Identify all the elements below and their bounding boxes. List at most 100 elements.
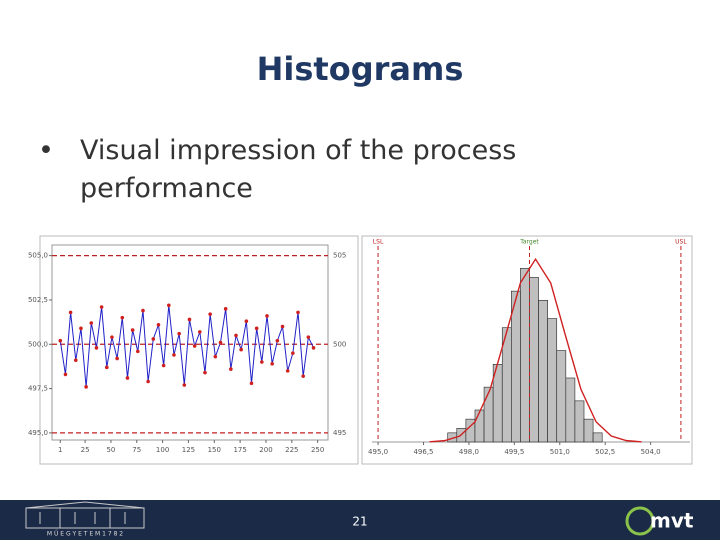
x-tick-label: 75 — [132, 446, 141, 454]
spec-label: USL — [675, 239, 687, 246]
university-logo — [25, 501, 145, 529]
point — [167, 303, 171, 308]
point — [192, 344, 197, 348]
x-tick-label: 498,0 — [459, 448, 479, 456]
point — [151, 337, 156, 341]
fit-curve — [429, 257, 642, 443]
point — [146, 379, 150, 384]
point — [306, 335, 311, 339]
point — [260, 360, 264, 364]
bar — [520, 267, 530, 443]
bar — [565, 377, 576, 443]
point — [223, 307, 228, 311]
x-tick-label: 150 — [208, 446, 221, 454]
series-line — [59, 305, 314, 387]
x-tick-label: 499,5 — [504, 448, 524, 456]
point — [244, 319, 249, 324]
y-tick-label: 497,5 — [28, 385, 48, 393]
page-number: 21 — [352, 515, 367, 529]
x-tick-label: 175 — [233, 446, 246, 454]
point — [249, 381, 254, 386]
point — [280, 324, 285, 329]
point — [270, 361, 274, 366]
point — [265, 314, 269, 318]
bar — [529, 277, 539, 443]
y2-tick-label: 500 — [333, 340, 346, 348]
point — [218, 340, 223, 345]
y-tick-label: 505,0 — [28, 252, 48, 260]
point — [239, 347, 243, 352]
point — [89, 321, 94, 325]
point — [110, 335, 114, 339]
point — [229, 367, 233, 371]
bullet-dot: • — [38, 135, 54, 166]
bar — [511, 290, 521, 443]
point — [203, 370, 207, 375]
slide-title: Histograms — [256, 50, 464, 88]
point — [213, 354, 218, 359]
point — [208, 312, 212, 316]
point — [63, 372, 68, 377]
point — [311, 346, 316, 350]
point — [58, 338, 63, 343]
point — [161, 363, 166, 368]
point — [84, 385, 88, 389]
spec-label: Target — [519, 239, 539, 246]
y2-tick-label: 495 — [333, 429, 346, 437]
point — [172, 353, 176, 357]
x-tick-label: 125 — [182, 446, 195, 454]
point — [254, 326, 259, 331]
point — [234, 333, 238, 338]
y-tick-label: 500,0 — [28, 340, 48, 348]
x-tick-label: 25 — [81, 446, 90, 454]
point — [156, 322, 161, 327]
point — [296, 310, 300, 315]
bullet-text: Visual impression of the process perform… — [80, 135, 517, 204]
x-tick-label: 496,5 — [413, 448, 433, 456]
plot-area — [51, 244, 329, 441]
point — [99, 305, 104, 309]
y-tick-label: 495,0 — [28, 429, 48, 437]
point — [115, 356, 119, 361]
spec-label: LSL — [373, 239, 384, 246]
point — [104, 365, 109, 370]
mvt-logo-ring — [625, 506, 655, 536]
footer-left-text: M Ű E G Y E T E M 1 7 8 2 — [47, 531, 123, 538]
point — [182, 383, 187, 387]
y2-tick-label: 505 — [333, 252, 346, 260]
point — [301, 374, 305, 378]
x-tick-label: 200 — [259, 446, 272, 454]
x-tick-label: 50 — [106, 446, 115, 454]
x-tick-label: 250 — [311, 446, 324, 454]
x-tick-label: 502,5 — [595, 448, 615, 456]
bar — [538, 299, 548, 443]
bar — [592, 432, 603, 443]
point — [94, 346, 99, 350]
point — [177, 331, 181, 336]
point — [187, 317, 192, 322]
point — [141, 308, 145, 313]
bar — [583, 418, 594, 443]
x-tick-label: 1 — [58, 446, 62, 454]
point — [291, 351, 295, 355]
point — [120, 315, 125, 320]
point — [125, 376, 130, 380]
bar — [574, 400, 585, 443]
left-chart-frame — [39, 235, 359, 465]
x-tick-label: 495,0 — [368, 448, 388, 456]
point — [285, 369, 290, 373]
bar — [474, 409, 485, 443]
x-tick-label: 501,0 — [550, 448, 570, 456]
point — [130, 328, 135, 332]
bar — [556, 350, 567, 443]
x-tick-label: 225 — [285, 446, 298, 454]
bar — [547, 318, 558, 443]
point — [79, 326, 83, 331]
footer-right-text: mvt — [650, 509, 694, 533]
point — [73, 358, 78, 363]
point — [198, 330, 202, 334]
y-tick-label: 502,5 — [28, 296, 48, 304]
point — [135, 349, 140, 354]
point — [275, 338, 280, 343]
